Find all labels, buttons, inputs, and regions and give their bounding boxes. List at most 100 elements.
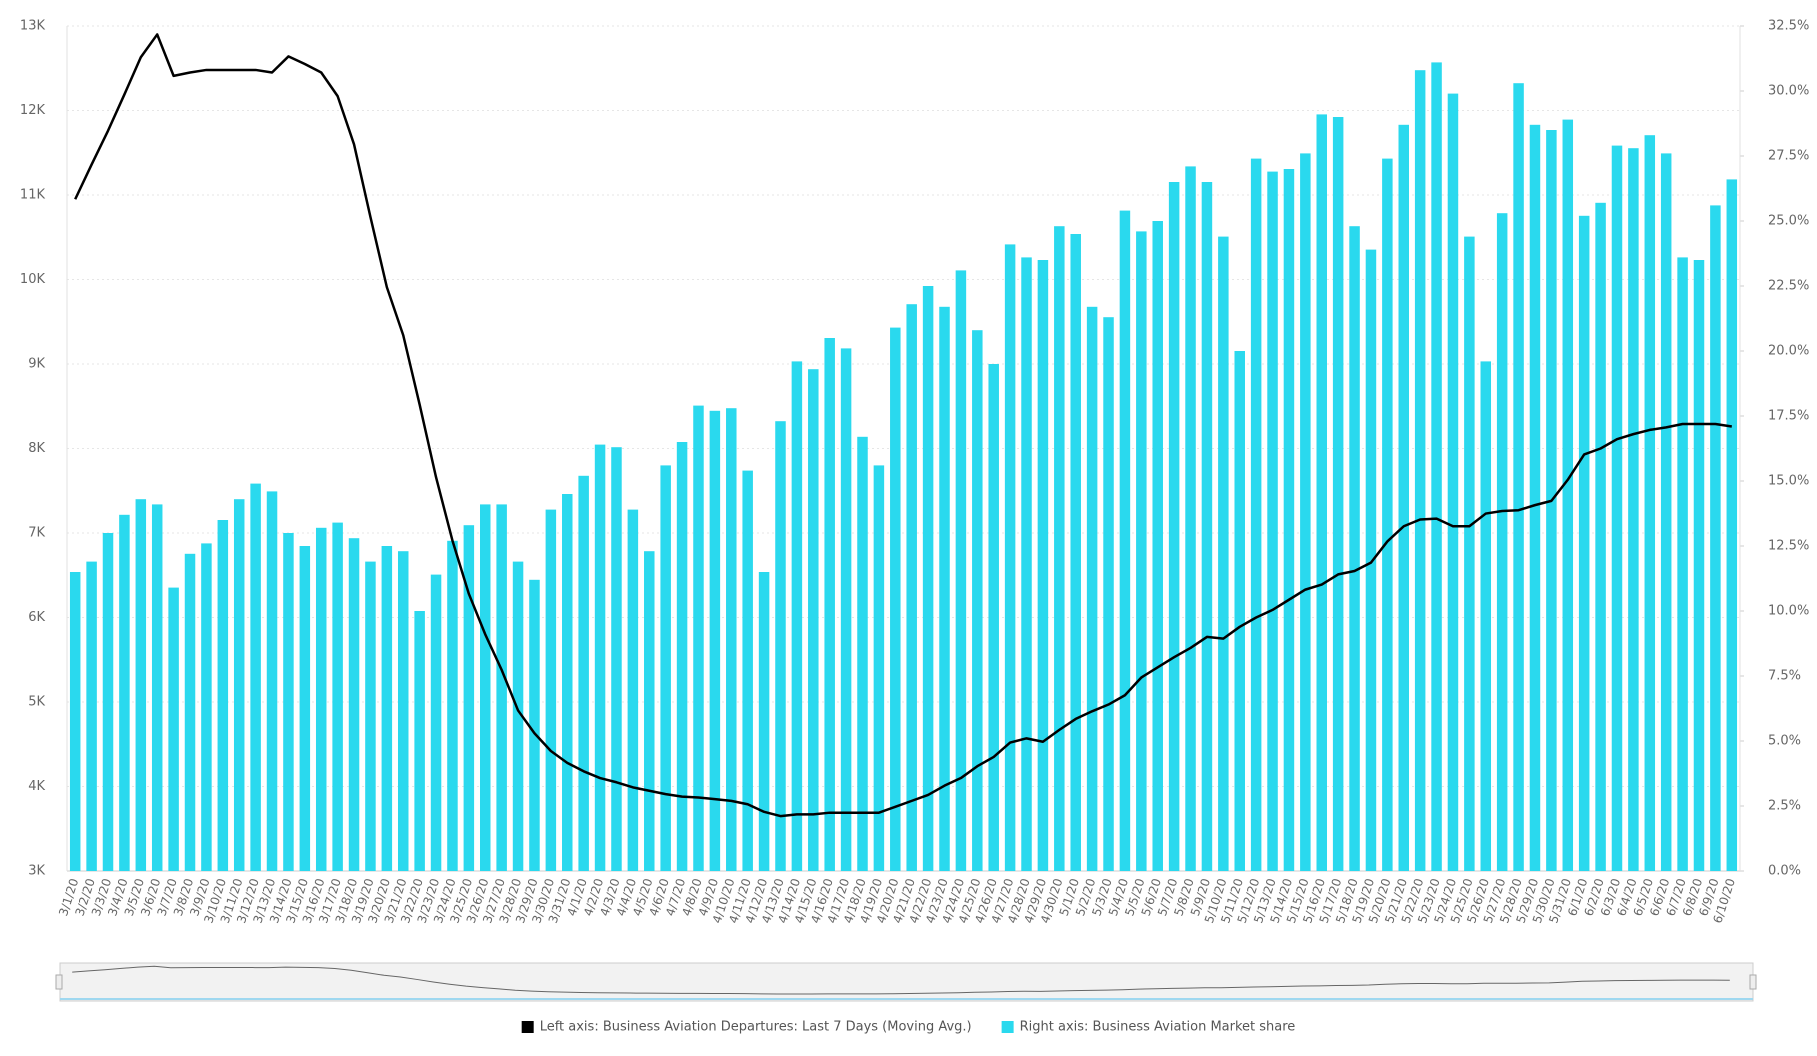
bar — [1201, 182, 1213, 871]
bar — [135, 499, 147, 871]
y-tick-label: 9K — [28, 357, 45, 372]
y2-tick-label: 25.0% — [1768, 214, 1809, 229]
bar — [988, 364, 999, 871]
bar — [1070, 234, 1081, 871]
navigator[interactable] — [59, 962, 1754, 1002]
y2-tick-label: 0.0% — [1768, 864, 1801, 879]
bar — [1234, 351, 1245, 871]
bar — [480, 504, 491, 871]
bar — [233, 499, 245, 871]
bar — [414, 611, 425, 871]
bar — [955, 270, 967, 871]
bar — [529, 579, 540, 871]
y-tick-label: 6K — [28, 610, 45, 625]
y-tick-label: 8K — [28, 441, 45, 456]
y2-tick-label: 5.0% — [1768, 734, 1801, 749]
bar — [365, 561, 376, 871]
bar — [840, 348, 852, 871]
bar — [939, 306, 950, 871]
y-tick-label: 12K — [20, 103, 46, 118]
bar — [119, 514, 130, 871]
bar — [709, 410, 721, 871]
bar — [1218, 236, 1229, 872]
bar — [775, 421, 786, 871]
y2-tick-label: 22.5% — [1768, 279, 1809, 294]
bar — [1529, 124, 1541, 872]
bar — [1644, 135, 1656, 871]
bar — [1710, 205, 1721, 871]
bar — [1021, 257, 1032, 871]
bar — [1250, 158, 1262, 872]
bar — [512, 561, 524, 871]
bar — [1054, 226, 1065, 871]
bar — [1677, 257, 1688, 871]
bar — [1103, 317, 1114, 871]
bar — [1513, 83, 1524, 871]
bar — [447, 540, 458, 871]
bar — [1464, 236, 1475, 872]
bar — [890, 327, 901, 872]
y2-tick-label: 12.5% — [1768, 539, 1809, 554]
bar — [250, 483, 261, 871]
bar — [857, 436, 868, 871]
navigator-handle[interactable] — [55, 974, 63, 990]
y2-tick-label: 10.0% — [1768, 604, 1809, 619]
bar — [496, 504, 507, 871]
bar — [1267, 171, 1278, 872]
y-tick-label: 7K — [28, 526, 45, 541]
bar — [693, 405, 704, 871]
bar — [1382, 158, 1393, 872]
bar — [1578, 215, 1590, 872]
bar — [315, 527, 327, 871]
bar — [627, 509, 639, 871]
bar — [873, 465, 885, 871]
bar — [1480, 361, 1492, 871]
bar — [676, 442, 688, 871]
bar — [1332, 117, 1344, 871]
navigator-handle[interactable] — [1749, 974, 1757, 990]
bar — [332, 522, 343, 871]
y-tick-label: 11K — [20, 188, 46, 203]
bar — [1300, 153, 1311, 871]
bar — [644, 551, 655, 871]
bar — [758, 572, 770, 871]
bar — [168, 587, 179, 871]
bar — [1595, 202, 1606, 872]
bar — [266, 491, 278, 871]
bar — [922, 286, 934, 871]
bar — [1349, 226, 1360, 871]
bar — [201, 543, 212, 871]
bar — [1004, 244, 1016, 871]
bar — [1086, 306, 1098, 871]
legend-label: Left axis: Business Aviation Departures:… — [540, 1020, 972, 1035]
bar — [726, 408, 737, 871]
bar — [1037, 260, 1049, 871]
bar — [1398, 124, 1410, 872]
y2-tick-label: 7.5% — [1768, 669, 1801, 684]
bar — [1628, 148, 1639, 871]
bar — [1414, 70, 1426, 871]
y2-tick-label: 15.0% — [1768, 474, 1809, 489]
bar — [1152, 221, 1163, 871]
y-tick-label: 3K — [28, 864, 45, 879]
bar — [1283, 169, 1295, 871]
legend-swatch — [521, 1021, 534, 1033]
bar — [1136, 231, 1147, 871]
bar — [611, 447, 622, 871]
bar — [824, 338, 835, 871]
y-tick-label: 13K — [20, 19, 46, 34]
y2-tick-label: 30.0% — [1768, 84, 1809, 99]
y-tick-label: 10K — [20, 272, 46, 287]
bar — [381, 546, 393, 871]
line — [74, 33, 1732, 818]
y-tick-label: 4K — [28, 779, 45, 794]
bar — [562, 494, 573, 871]
bar — [1693, 260, 1705, 871]
bar — [184, 553, 196, 871]
legend-label: Right axis: Business Aviation Market sha… — [1020, 1020, 1296, 1035]
bar — [1119, 210, 1131, 872]
bar — [1431, 62, 1442, 871]
bar — [217, 520, 229, 871]
